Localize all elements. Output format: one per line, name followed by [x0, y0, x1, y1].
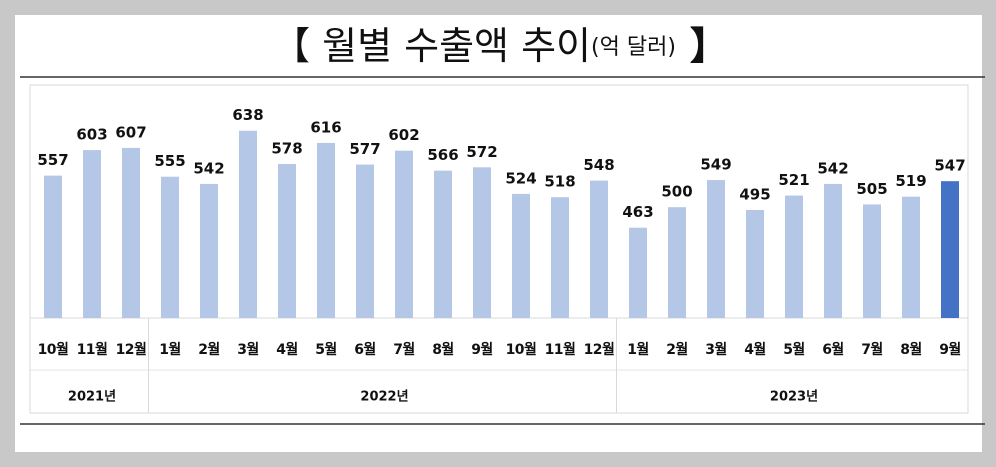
data-label: 521 [778, 171, 809, 189]
data-label: 578 [271, 139, 302, 157]
bar [863, 204, 881, 318]
x-tick-label: 6월 [354, 341, 376, 358]
data-label: 603 [76, 126, 107, 144]
x-tick-label: 7월 [393, 341, 415, 358]
bar [512, 193, 530, 318]
x-tick-label: 2월 [198, 341, 220, 358]
data-label: 505 [856, 180, 887, 198]
bar [941, 181, 959, 318]
x-tick-label: 12월 [116, 341, 147, 358]
bar [590, 180, 608, 318]
group-label: 2022년 [360, 390, 408, 405]
data-label: 500 [661, 183, 692, 201]
bar [200, 183, 218, 318]
data-label: 547 [934, 157, 965, 175]
x-tick-label: 8월 [432, 341, 454, 358]
x-tick-label: 3월 [237, 341, 259, 358]
title-unit: (억 달러) [591, 35, 676, 60]
data-label: 555 [154, 152, 185, 170]
bar [44, 175, 62, 318]
x-tick-label: 1월 [627, 341, 649, 358]
bar [902, 196, 920, 318]
bar [356, 164, 374, 318]
x-tick-label: 11월 [77, 341, 108, 358]
x-tick-label: 7월 [861, 341, 883, 358]
data-label: 524 [505, 169, 536, 187]
data-label: 572 [466, 143, 497, 161]
bar [473, 167, 491, 318]
bar [278, 163, 296, 318]
title-close: 】 [690, 24, 728, 68]
x-tick-label: 2월 [666, 341, 688, 358]
chart-title: 【 월별 수출액 추이(억 달러) 】 [272, 24, 728, 68]
title-main: 【 월별 수출액 추이 [272, 24, 591, 68]
bar [434, 170, 452, 318]
x-tick-label: 10월 [506, 341, 537, 358]
data-label: 607 [115, 123, 146, 141]
bar [239, 130, 257, 318]
bar [824, 183, 842, 318]
x-tick-label: 10월 [38, 341, 69, 358]
x-tick-label: 9월 [939, 341, 961, 358]
bar [317, 142, 335, 318]
data-label: 577 [349, 140, 380, 158]
bar [122, 147, 140, 318]
data-label: 542 [817, 159, 848, 177]
data-label: 495 [739, 185, 770, 203]
data-label: 566 [427, 146, 458, 164]
x-tick-label: 1월 [159, 341, 181, 358]
x-tick-label: 5월 [315, 341, 337, 358]
group-label: 2023년 [770, 390, 818, 405]
bar [668, 207, 686, 318]
bar [83, 150, 101, 318]
data-label: 463 [622, 203, 653, 221]
group-label: 2021년 [68, 390, 116, 405]
x-tick-label: 12월 [584, 341, 615, 358]
x-tick-label: 11월 [545, 341, 576, 358]
bar [395, 150, 413, 318]
bar [707, 180, 725, 318]
data-label: 616 [310, 118, 341, 136]
data-label: 557 [37, 151, 68, 169]
bar [785, 195, 803, 318]
data-label: 542 [193, 159, 224, 177]
x-tick-label: 4월 [744, 341, 766, 358]
data-label: 518 [544, 173, 575, 191]
x-tick-label: 4월 [276, 341, 298, 358]
bar [551, 197, 569, 318]
x-tick-label: 9월 [471, 341, 493, 358]
data-label: 549 [700, 156, 731, 174]
bar [161, 176, 179, 318]
bar [746, 209, 764, 318]
x-tick-label: 3월 [705, 341, 727, 358]
x-tick-label: 5월 [783, 341, 805, 358]
bar [629, 227, 647, 318]
data-label: 638 [232, 106, 263, 124]
x-tick-label: 8월 [900, 341, 922, 358]
data-label: 548 [583, 156, 614, 174]
plot-frame [29, 84, 969, 414]
x-tick-label: 6월 [822, 341, 844, 358]
data-label: 602 [388, 126, 419, 144]
data-label: 519 [895, 172, 926, 190]
